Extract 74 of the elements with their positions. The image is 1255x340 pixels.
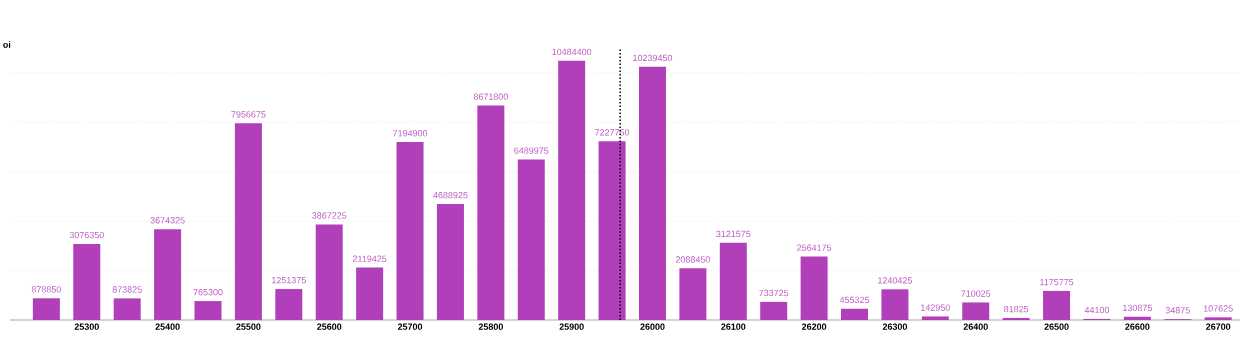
- bar: [517, 159, 545, 320]
- data-label: 878850: [31, 286, 61, 293]
- x-tick-label: 25400: [155, 323, 180, 330]
- data-label: 6489975: [514, 147, 549, 154]
- bar: [113, 298, 141, 320]
- data-label: 2088450: [675, 256, 710, 263]
- data-label: 10239450: [633, 54, 673, 62]
- data-label: 8671800: [473, 93, 508, 100]
- bar: [477, 105, 505, 320]
- data-label: 34875: [1165, 307, 1190, 314]
- data-label: 873825: [112, 286, 142, 293]
- data-label: 3076350: [69, 231, 104, 239]
- bar: [1002, 317, 1030, 320]
- bar: [396, 142, 424, 320]
- bar: [436, 204, 464, 320]
- bar: [841, 308, 869, 320]
- data-label: 455325: [839, 296, 870, 304]
- data-label: 107625: [1203, 305, 1233, 312]
- data-label: 44100: [1084, 306, 1110, 314]
- data-label: 7956675: [231, 111, 266, 118]
- data-label: 765300: [193, 289, 223, 296]
- bar: [32, 298, 60, 320]
- x-tick-label: 26100: [721, 323, 746, 330]
- data-label: 1175775: [1040, 278, 1074, 286]
- bar: [800, 256, 828, 320]
- bar: [881, 289, 909, 320]
- data-label: 710025: [961, 290, 991, 297]
- data-label: 81825: [1004, 305, 1029, 313]
- data-label: 2564175: [797, 244, 832, 251]
- x-tick-label: 26600: [1125, 323, 1150, 330]
- data-label: 7227750: [595, 129, 630, 136]
- bar: [679, 268, 707, 320]
- bar: [194, 301, 222, 320]
- bar: [962, 302, 990, 320]
- bar: [315, 224, 343, 320]
- bar: [154, 229, 182, 320]
- data-label: 1251375: [272, 277, 306, 284]
- bar: [356, 267, 384, 320]
- data-label: 3121575: [716, 230, 751, 238]
- data-label: 130875: [1123, 304, 1152, 312]
- x-tick-label: 26400: [963, 323, 988, 330]
- data-label: 733725: [759, 289, 789, 297]
- bar: [1043, 290, 1071, 320]
- x-tick-label: 26200: [801, 323, 827, 330]
- x-tick-label: 25600: [317, 323, 342, 330]
- bar: [1204, 317, 1232, 320]
- data-label: 10484400: [552, 48, 592, 56]
- data-label: 142950: [921, 304, 950, 311]
- bar: [719, 242, 747, 320]
- data-label: 3674325: [150, 217, 185, 224]
- bar: [275, 289, 303, 320]
- bar: [234, 123, 262, 320]
- data-label: 1240425: [878, 277, 912, 284]
- x-tick-label: 25300: [74, 323, 99, 330]
- bar: [1123, 316, 1151, 320]
- bar: [760, 301, 788, 320]
- x-tick-label: 26500: [1044, 323, 1069, 330]
- x-tick-label: 26000: [640, 323, 665, 330]
- bar: [921, 316, 949, 320]
- data-label: 7194900: [393, 130, 428, 137]
- bar: [638, 66, 666, 320]
- x-tick-label: 26300: [882, 323, 908, 330]
- data-label: 4688925: [433, 192, 468, 199]
- bar: [598, 141, 626, 320]
- x-tick-label: 25800: [478, 323, 503, 330]
- x-tick-label: 25900: [559, 323, 584, 330]
- x-tick-label: 26700: [1206, 323, 1231, 330]
- data-label: 3867225: [312, 212, 347, 219]
- bar: [73, 243, 101, 320]
- x-tick-label: 25500: [236, 323, 261, 330]
- bar: [558, 60, 586, 320]
- x-tick-label: 25700: [397, 323, 423, 330]
- y-axis-title: oi: [3, 41, 11, 48]
- data-label: 2119425: [352, 255, 387, 262]
